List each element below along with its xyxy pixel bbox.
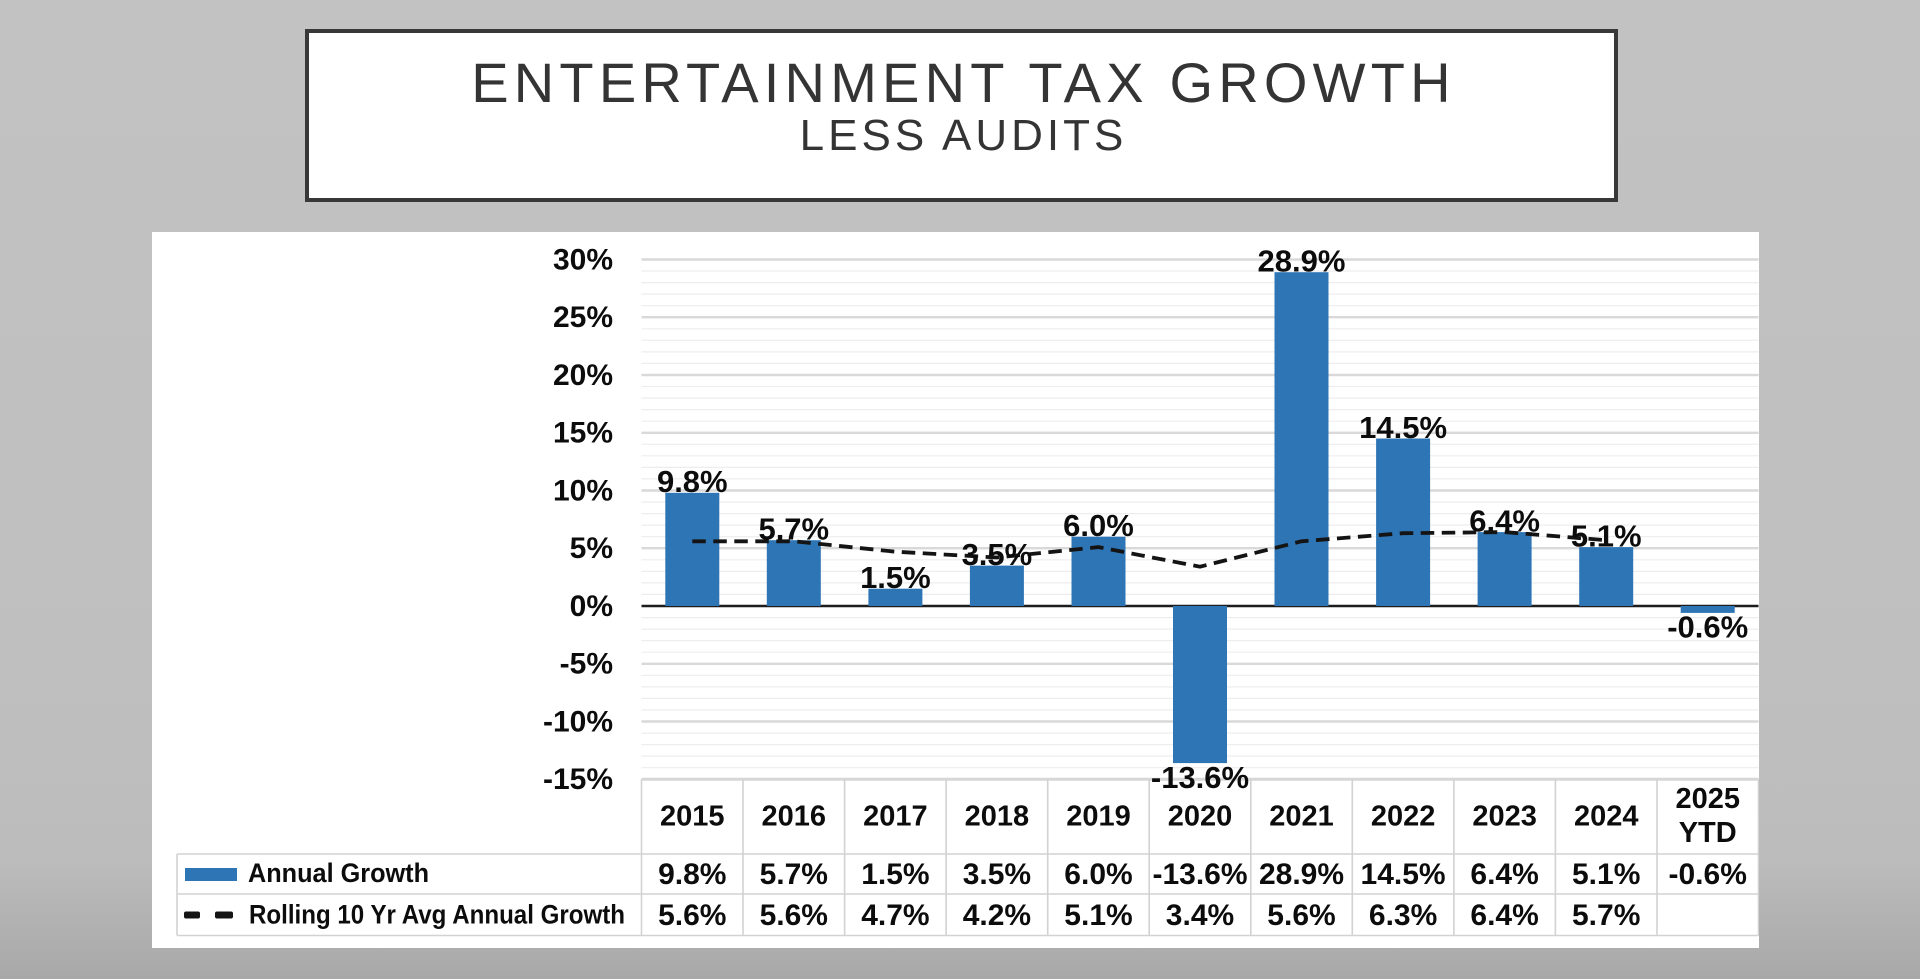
svg-text:2017: 2017	[863, 801, 928, 833]
svg-text:-15%: -15%	[543, 763, 613, 796]
svg-text:2021: 2021	[1269, 801, 1334, 833]
svg-text:Rolling 10 Yr Avg Annual Growt: Rolling 10 Yr Avg Annual Growth	[249, 900, 625, 930]
svg-text:2020: 2020	[1168, 801, 1233, 833]
svg-text:6.3%: 6.3%	[1369, 899, 1437, 932]
svg-text:-10%: -10%	[543, 706, 613, 739]
svg-text:-13.6%: -13.6%	[1152, 858, 1247, 891]
svg-text:1.5%: 1.5%	[861, 858, 929, 891]
svg-text:10%: 10%	[553, 475, 613, 508]
svg-text:5%: 5%	[570, 532, 613, 565]
svg-text:5.6%: 5.6%	[1267, 899, 1335, 932]
svg-text:5.1%: 5.1%	[1571, 518, 1642, 553]
svg-text:5.1%: 5.1%	[1572, 858, 1640, 891]
svg-text:6.0%: 6.0%	[1064, 858, 1132, 891]
svg-text:28.9%: 28.9%	[1259, 858, 1344, 891]
svg-text:6.4%: 6.4%	[1470, 899, 1538, 932]
svg-text:25%: 25%	[553, 301, 613, 334]
svg-text:1.5%: 1.5%	[860, 560, 931, 595]
svg-text:-13.6%: -13.6%	[1151, 760, 1249, 795]
svg-text:28.9%: 28.9%	[1258, 244, 1346, 279]
svg-text:4.2%: 4.2%	[963, 899, 1031, 932]
svg-text:14.5%: 14.5%	[1359, 410, 1447, 445]
svg-text:Annual Growth: Annual Growth	[248, 858, 429, 888]
svg-text:-0.6%: -0.6%	[1669, 858, 1747, 891]
svg-text:5.6%: 5.6%	[760, 899, 828, 932]
svg-text:5.7%: 5.7%	[758, 512, 829, 547]
svg-text:5.7%: 5.7%	[1572, 899, 1640, 932]
svg-text:YTD: YTD	[1679, 817, 1737, 849]
svg-text:5.7%: 5.7%	[760, 858, 828, 891]
svg-text:6.0%: 6.0%	[1063, 508, 1134, 543]
svg-text:6.4%: 6.4%	[1469, 503, 1540, 538]
svg-text:6.4%: 6.4%	[1470, 858, 1538, 891]
svg-text:2018: 2018	[965, 801, 1030, 833]
svg-text:-5%: -5%	[560, 648, 613, 681]
svg-text:3.5%: 3.5%	[963, 858, 1031, 891]
svg-text:2022: 2022	[1371, 801, 1436, 833]
svg-text:2024: 2024	[1574, 801, 1639, 833]
svg-text:5.6%: 5.6%	[658, 899, 726, 932]
svg-text:20%: 20%	[553, 359, 613, 392]
svg-text:2019: 2019	[1066, 801, 1131, 833]
svg-text:5.1%: 5.1%	[1064, 899, 1132, 932]
svg-text:30%: 30%	[553, 244, 613, 277]
svg-text:14.5%: 14.5%	[1361, 858, 1446, 891]
svg-text:2015: 2015	[660, 801, 725, 833]
svg-text:-0.6%: -0.6%	[1667, 610, 1748, 645]
svg-text:9.8%: 9.8%	[658, 858, 726, 891]
svg-text:0%: 0%	[570, 590, 613, 623]
svg-text:9.8%: 9.8%	[657, 464, 728, 499]
svg-text:3.5%: 3.5%	[962, 537, 1033, 572]
svg-text:2016: 2016	[762, 801, 827, 833]
svg-text:4.7%: 4.7%	[861, 899, 929, 932]
svg-text:15%: 15%	[553, 417, 613, 450]
svg-text:3.4%: 3.4%	[1166, 899, 1234, 932]
svg-text:2023: 2023	[1472, 801, 1537, 833]
svg-text:2025: 2025	[1675, 783, 1740, 815]
